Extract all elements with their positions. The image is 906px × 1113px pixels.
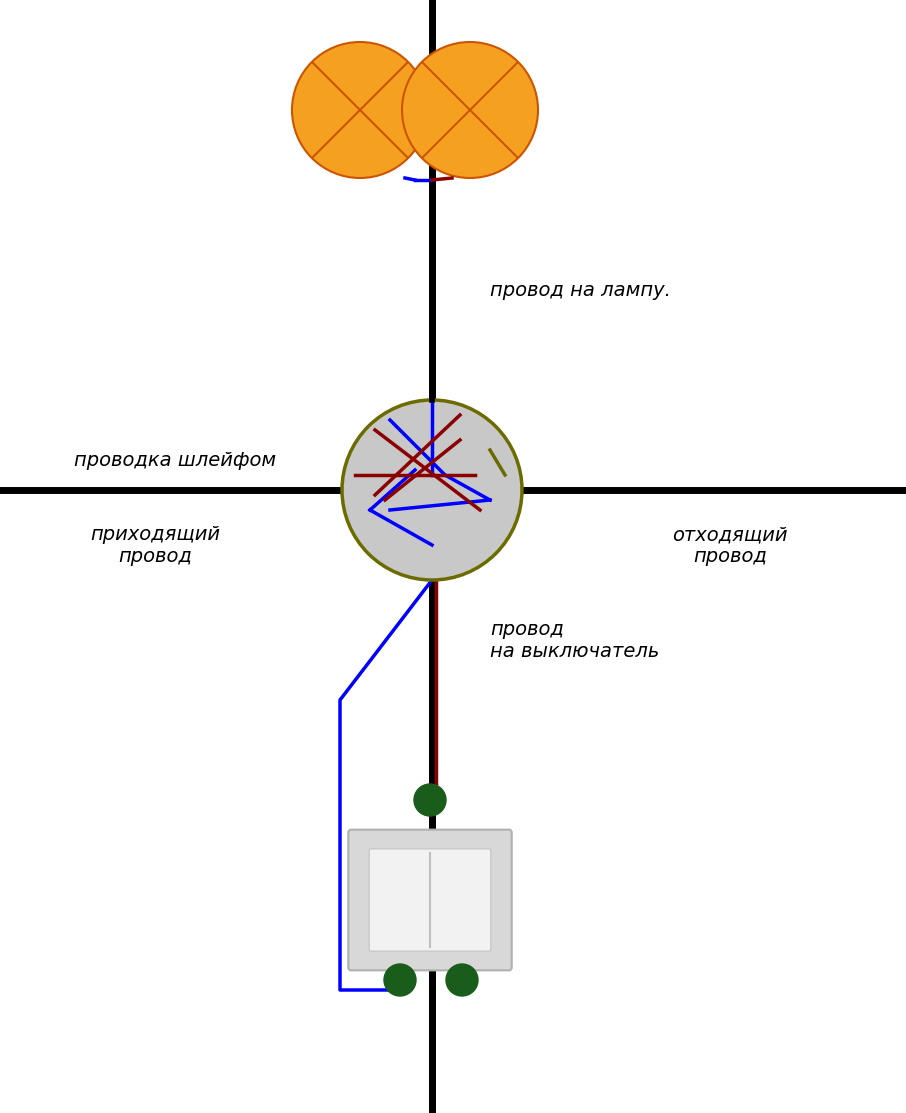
Ellipse shape [402,42,538,178]
Text: провод на лампу.: провод на лампу. [490,280,670,299]
Ellipse shape [414,784,446,816]
Text: провод
на выключатель: провод на выключатель [490,620,660,661]
Ellipse shape [446,964,478,996]
FancyBboxPatch shape [348,829,512,971]
Text: отходящий
провод: отходящий провод [672,525,787,567]
Ellipse shape [292,42,428,178]
Ellipse shape [384,964,416,996]
Ellipse shape [342,400,522,580]
FancyBboxPatch shape [369,849,491,952]
Text: приходящий
провод: приходящий провод [90,525,220,567]
Text: проводка шлейфом: проводка шлейфом [74,451,276,470]
